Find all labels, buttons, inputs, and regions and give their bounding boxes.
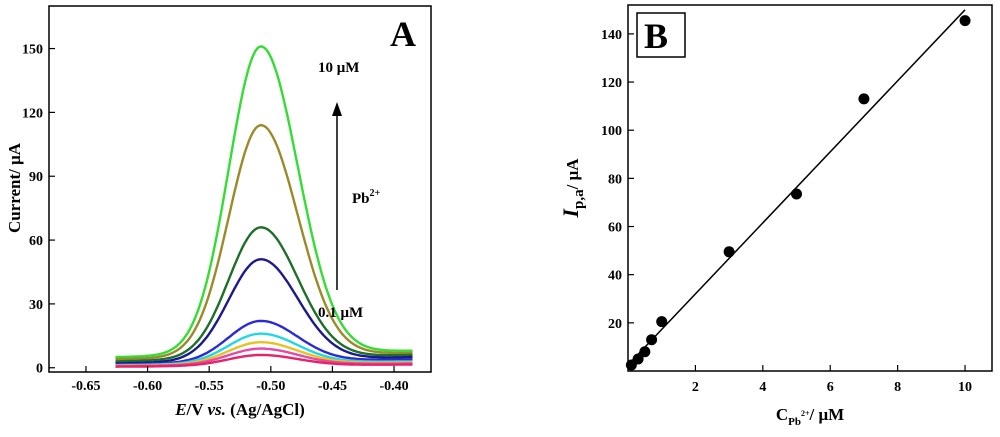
panel-a-x-tick-label: -0.50 bbox=[256, 379, 285, 394]
panel-b-x-tick-label: 6 bbox=[827, 380, 834, 395]
panel-b-y-tick-label: 120 bbox=[601, 76, 622, 91]
panel-a-series-line bbox=[115, 353, 413, 368]
panel-b-y-tick-label: 60 bbox=[608, 221, 622, 236]
panel-b-x-tick-label: 8 bbox=[894, 380, 901, 395]
panel-b-y-axis-label: Ip,a/ μA bbox=[558, 158, 587, 219]
panel-a-x-label-vs: vs. bbox=[208, 400, 226, 419]
panel-b-letter: B bbox=[644, 16, 668, 56]
panel-b-fit-line bbox=[630, 9, 966, 362]
panel-a-frame bbox=[48, 5, 432, 373]
panel-b-x-axis-label: CPb2+/ μM bbox=[776, 405, 844, 428]
panel-a-x-label-ref: (Ag/AgCl) bbox=[226, 400, 305, 419]
panel-a-x-tick-label: -0.60 bbox=[133, 379, 162, 394]
panel-b-data-point bbox=[723, 246, 735, 258]
panel-a-arrow-head bbox=[332, 102, 342, 116]
panel-b-data-point bbox=[646, 334, 658, 346]
panel-a-y-tick-label: 30 bbox=[29, 298, 43, 313]
panel-a-x-axis-label: E/V vs. (Ag/AgCl) bbox=[174, 400, 305, 419]
panel-b-y-tick-label: 20 bbox=[608, 317, 622, 332]
panel-a-ion-label: Pb bbox=[352, 191, 370, 207]
panel-b-data-point bbox=[639, 346, 651, 358]
panel-b-data-point bbox=[791, 188, 803, 200]
panel-a-x-tick-label: -0.65 bbox=[71, 379, 100, 394]
panel-a-y-tick-label: 60 bbox=[29, 234, 43, 249]
panel-b-y-label-i: I bbox=[558, 208, 583, 219]
panel-b-x-tick-label: 2 bbox=[692, 380, 699, 395]
panel-a-x-label-e: E bbox=[174, 400, 186, 419]
panel-a-series-line bbox=[115, 45, 413, 359]
panel-b-x-label-sub: Pb bbox=[788, 416, 801, 428]
panel-b-data-point bbox=[656, 316, 668, 328]
panel-a-y-axis-label: Current/ μA bbox=[5, 142, 24, 233]
panel-a-x-tick-label: -0.45 bbox=[318, 379, 347, 394]
panel-b-x-label-sup: 2+ bbox=[801, 409, 810, 418]
panel-a-ion-charge: 2+ bbox=[370, 188, 381, 199]
panel-b-x-label-unit: / μM bbox=[809, 405, 845, 424]
panel-a-series-line bbox=[115, 226, 413, 363]
panel-b-data-point bbox=[959, 15, 971, 27]
panel-a-x-tick-label: -0.40 bbox=[379, 379, 408, 394]
panel-a-annotation-ion: Pb2+ bbox=[352, 188, 381, 207]
panel-a-x-label-unit: /V bbox=[186, 400, 208, 419]
panel-b-letter-box bbox=[636, 12, 686, 58]
panel-a-y-tick-label: 150 bbox=[22, 43, 43, 58]
panel-a-annotation-bottom: 0.1 μM bbox=[318, 305, 363, 321]
panel-a-y-tick-label: 120 bbox=[22, 106, 43, 121]
panel-b-y-tick-label: 100 bbox=[601, 124, 622, 139]
panel-a-x-tick-label: -0.55 bbox=[195, 379, 224, 394]
panel-b-x-ticks: 2 4 6 8 10 bbox=[692, 365, 972, 395]
panel-b-y-ticks: 20 40 60 80 100 120 140 bbox=[601, 28, 634, 332]
panel-a-curves bbox=[115, 45, 413, 368]
panel-b-x-tick-label: 4 bbox=[759, 380, 766, 395]
panel-b-x-label-c: C bbox=[776, 405, 788, 424]
panel-a-series-line bbox=[115, 123, 413, 361]
panel-a-letter: A bbox=[390, 14, 416, 54]
panel-a-series-line bbox=[115, 258, 413, 365]
panel-a-y-tick-label: 0 bbox=[36, 362, 43, 377]
panel-b-y-label-unit: / μA bbox=[563, 158, 582, 191]
panel-a-x-ticks: -0.65 -0.60 -0.55 -0.50 -0.45 -0.40 bbox=[71, 366, 409, 394]
panel-b-y-label-sub: p,a bbox=[571, 189, 587, 209]
panel-a-y-ticks: 0 30 60 90 120 150 bbox=[22, 43, 55, 377]
panel-b-points bbox=[625, 15, 971, 371]
panel-b-data-point bbox=[632, 353, 644, 365]
panel-a-y-tick-label: 90 bbox=[29, 170, 43, 185]
panel-b-frame bbox=[627, 4, 993, 372]
panel-b-y-tick-label: 40 bbox=[608, 269, 622, 284]
panel-a-annotation-top: 10 μM bbox=[318, 60, 359, 76]
panel-b-data-point bbox=[858, 93, 870, 105]
panel-a: -0.65 -0.60 -0.55 -0.50 -0.45 -0.40 0 30 60 90 12… bbox=[5, 5, 432, 419]
panel-b-y-tick-label: 140 bbox=[601, 28, 622, 43]
panel-b-y-tick-label: 80 bbox=[608, 172, 622, 187]
panel-b-x-tick-label: 10 bbox=[958, 380, 972, 395]
